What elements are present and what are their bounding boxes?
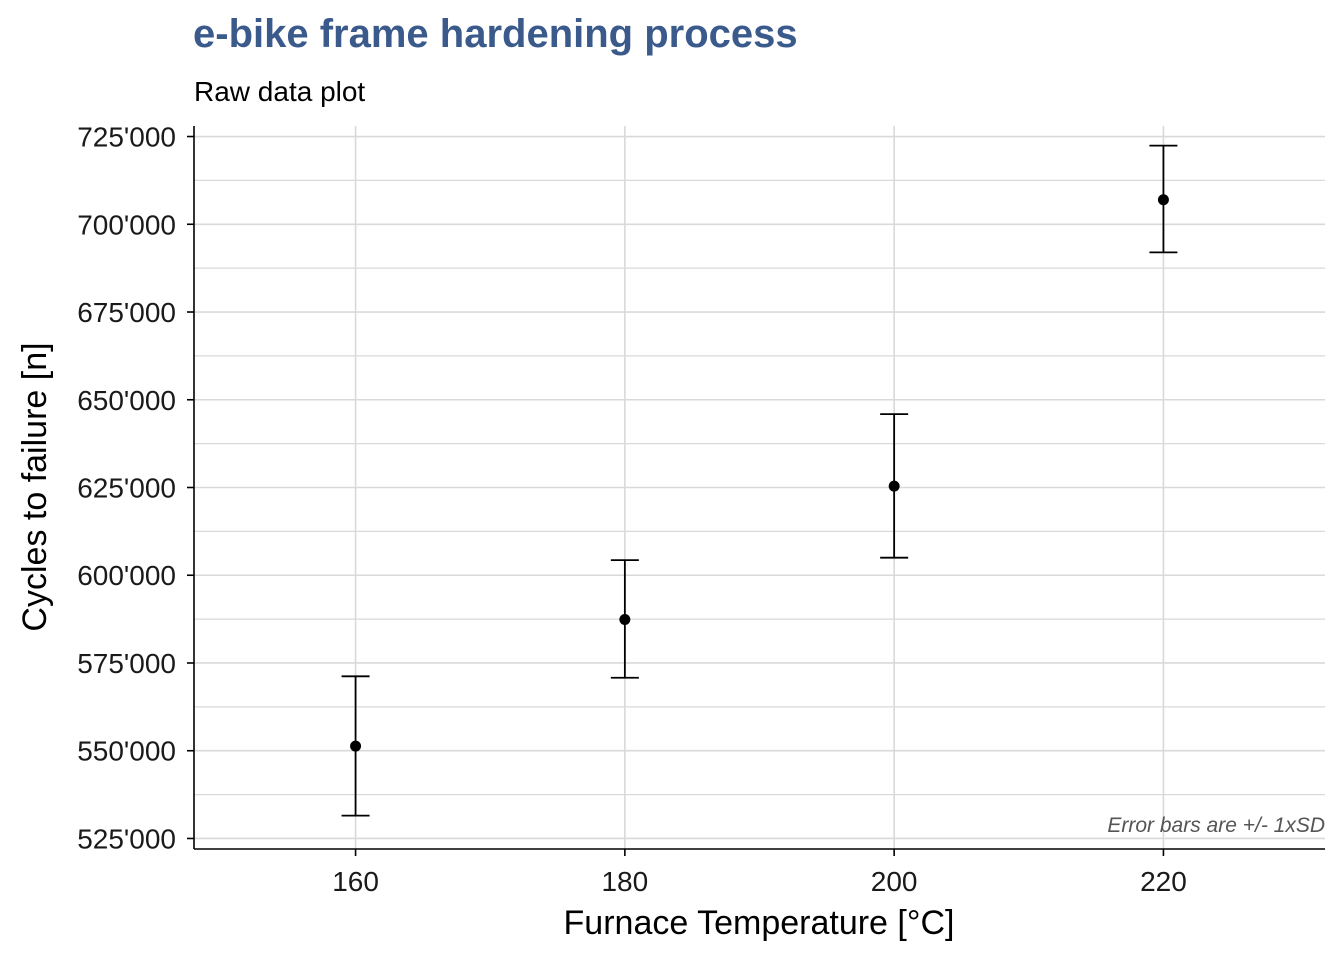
data-point: [619, 613, 631, 625]
data-points: [341, 144, 1178, 817]
y-tick-label: 525'000: [77, 823, 176, 854]
y-tick-label: 550'000: [77, 736, 176, 767]
y-tick-label: 625'000: [77, 473, 176, 504]
x-axis-ticks: 160 180 200 220: [332, 849, 1187, 897]
x-tick-label: 180: [601, 866, 648, 897]
x-axis-title: Furnace Temperature [°C]: [564, 904, 955, 942]
data-point-group: [880, 413, 909, 559]
chart-title: e-bike frame hardening process: [193, 12, 798, 56]
chart-subtitle: Raw data plot: [194, 76, 366, 107]
data-point: [350, 740, 362, 752]
y-tick-label: 575'000: [77, 648, 176, 679]
y-axis-ticks: 525'000 550'000 575'000 600'000 625'000 650'0…: [77, 122, 194, 854]
data-point: [1157, 194, 1169, 206]
y-tick-label: 725'000: [77, 122, 176, 153]
y-tick-label: 675'000: [77, 297, 176, 328]
y-tick-label: 650'000: [77, 385, 176, 416]
y-axis-title: Cycles to failure [n]: [16, 342, 54, 631]
data-point: [888, 480, 900, 492]
x-tick-label: 160: [332, 866, 379, 897]
y-tick-label: 600'000: [77, 560, 176, 591]
data-point-group: [1149, 144, 1178, 254]
grid-lines: [194, 126, 1325, 849]
y-tick-label: 700'000: [77, 209, 176, 240]
data-point-group: [610, 559, 639, 679]
data-point-group: [341, 675, 370, 817]
x-tick-label: 220: [1140, 866, 1187, 897]
chart-caption: Error bars are +/- 1xSD: [1107, 814, 1325, 837]
x-tick-label: 200: [871, 866, 918, 897]
